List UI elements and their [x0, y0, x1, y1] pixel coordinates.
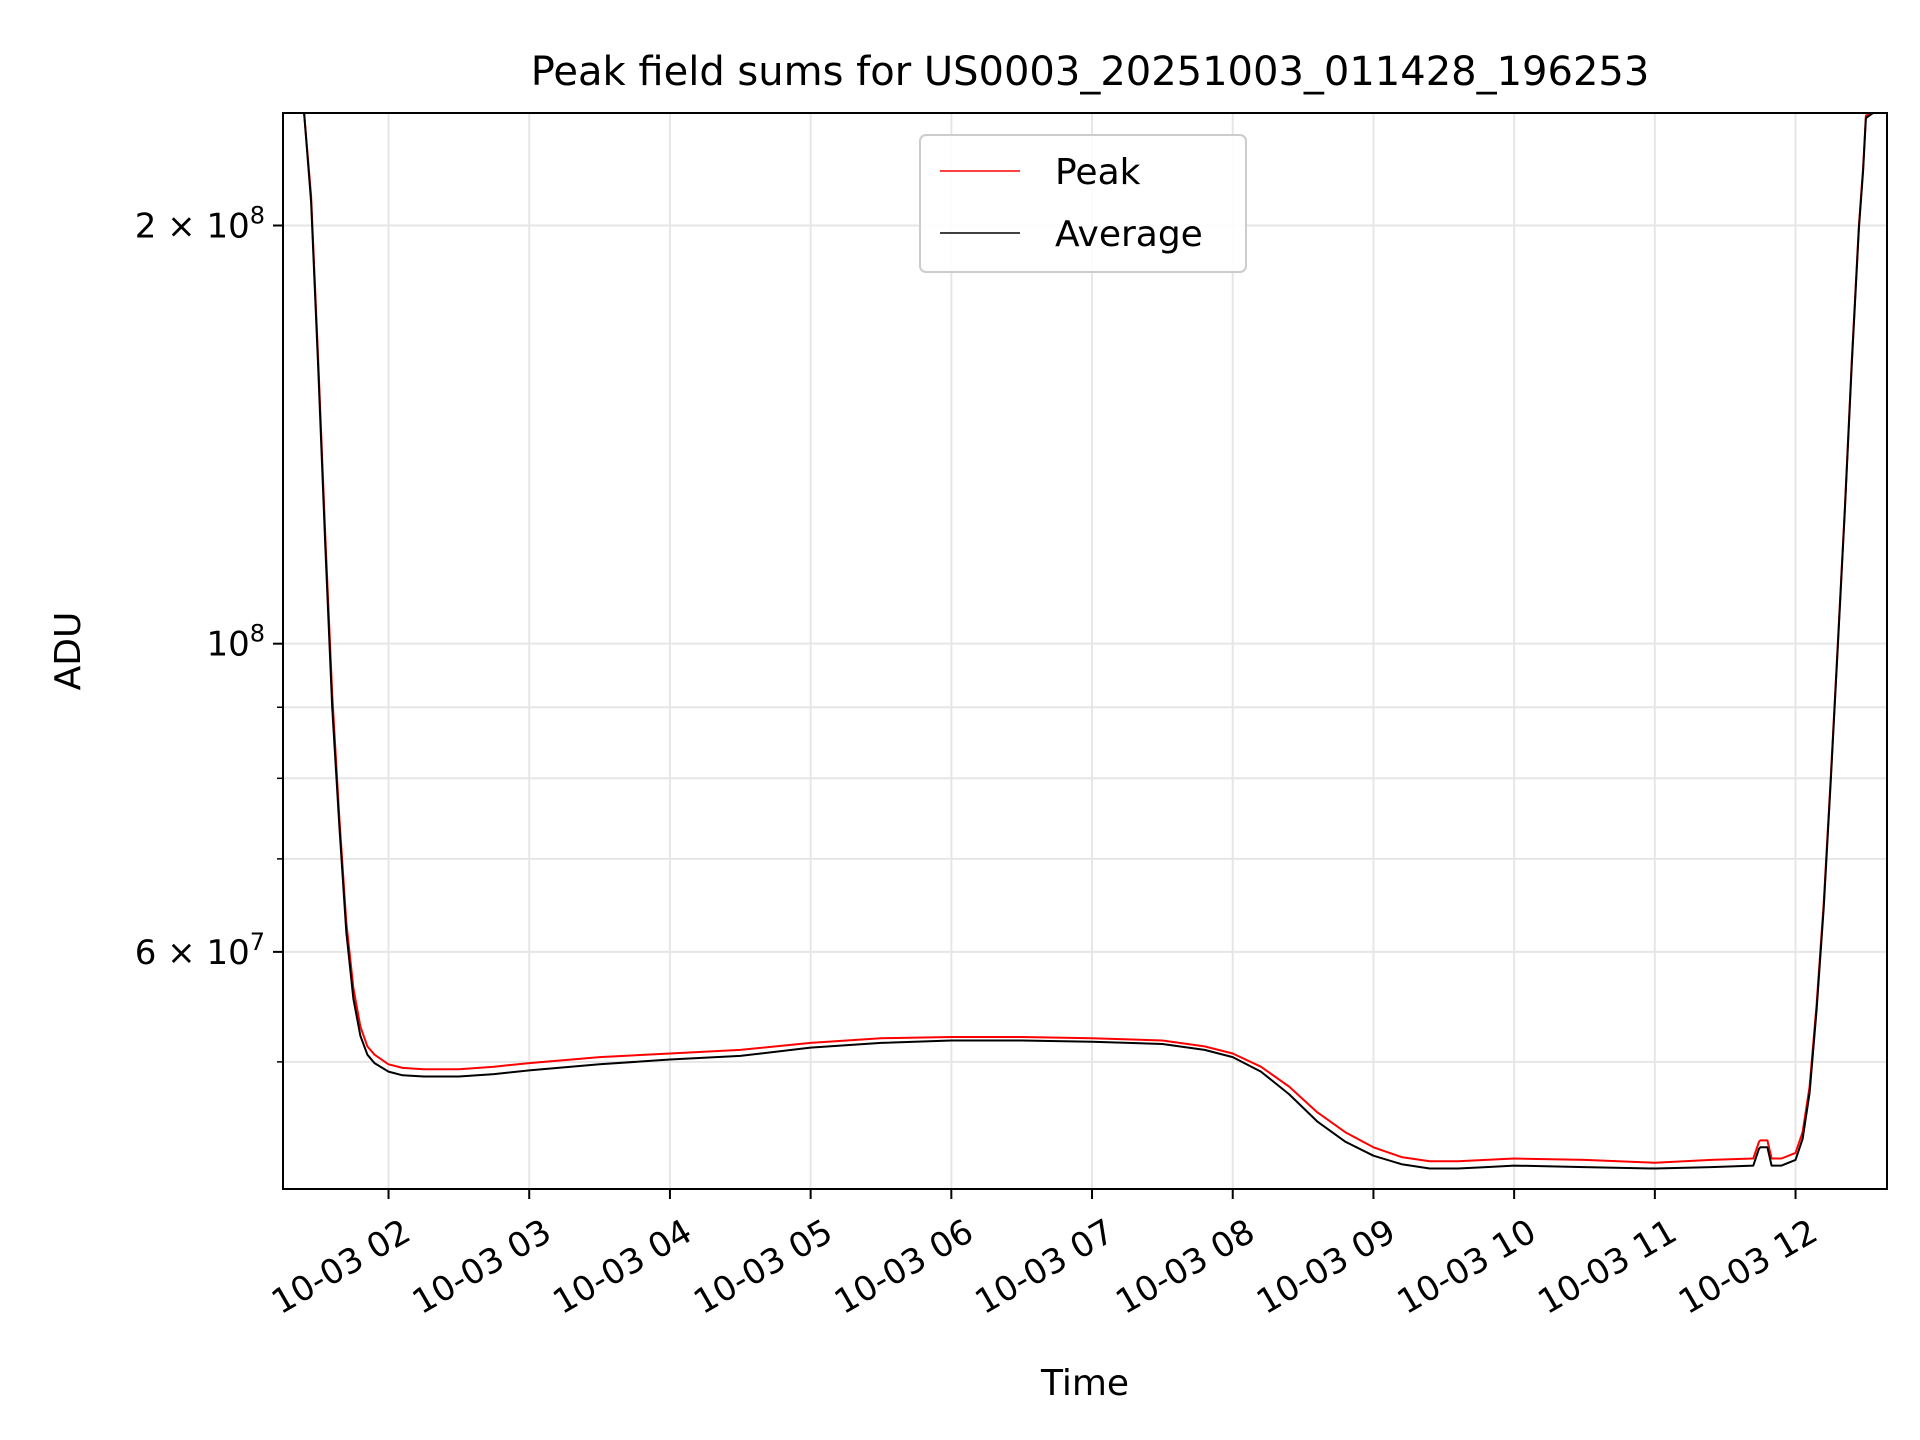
chart-title: Peak field sums for US0003_20251003_0114…	[531, 49, 1650, 95]
y-tick-label: 6 × 107	[135, 928, 265, 973]
legend-average-label: Average	[1055, 214, 1203, 255]
grid	[283, 113, 1887, 1189]
legend-box	[919, 134, 1247, 273]
series-layer	[303, 113, 1874, 1170]
legend-peak-label: Peak	[1055, 152, 1141, 193]
y-axis-label: ADU	[48, 612, 89, 691]
y-axis: 6 × 107 108 2 × 108	[135, 202, 283, 1063]
plot-frame	[282, 112, 1888, 1190]
legend: Peak Average	[919, 134, 1247, 273]
x-axis-label: Time	[1040, 1363, 1129, 1404]
y-tick-label: 2 × 108	[135, 202, 265, 247]
y-tick-label: 108	[206, 620, 265, 665]
series-line-average	[303, 113, 1874, 1170]
